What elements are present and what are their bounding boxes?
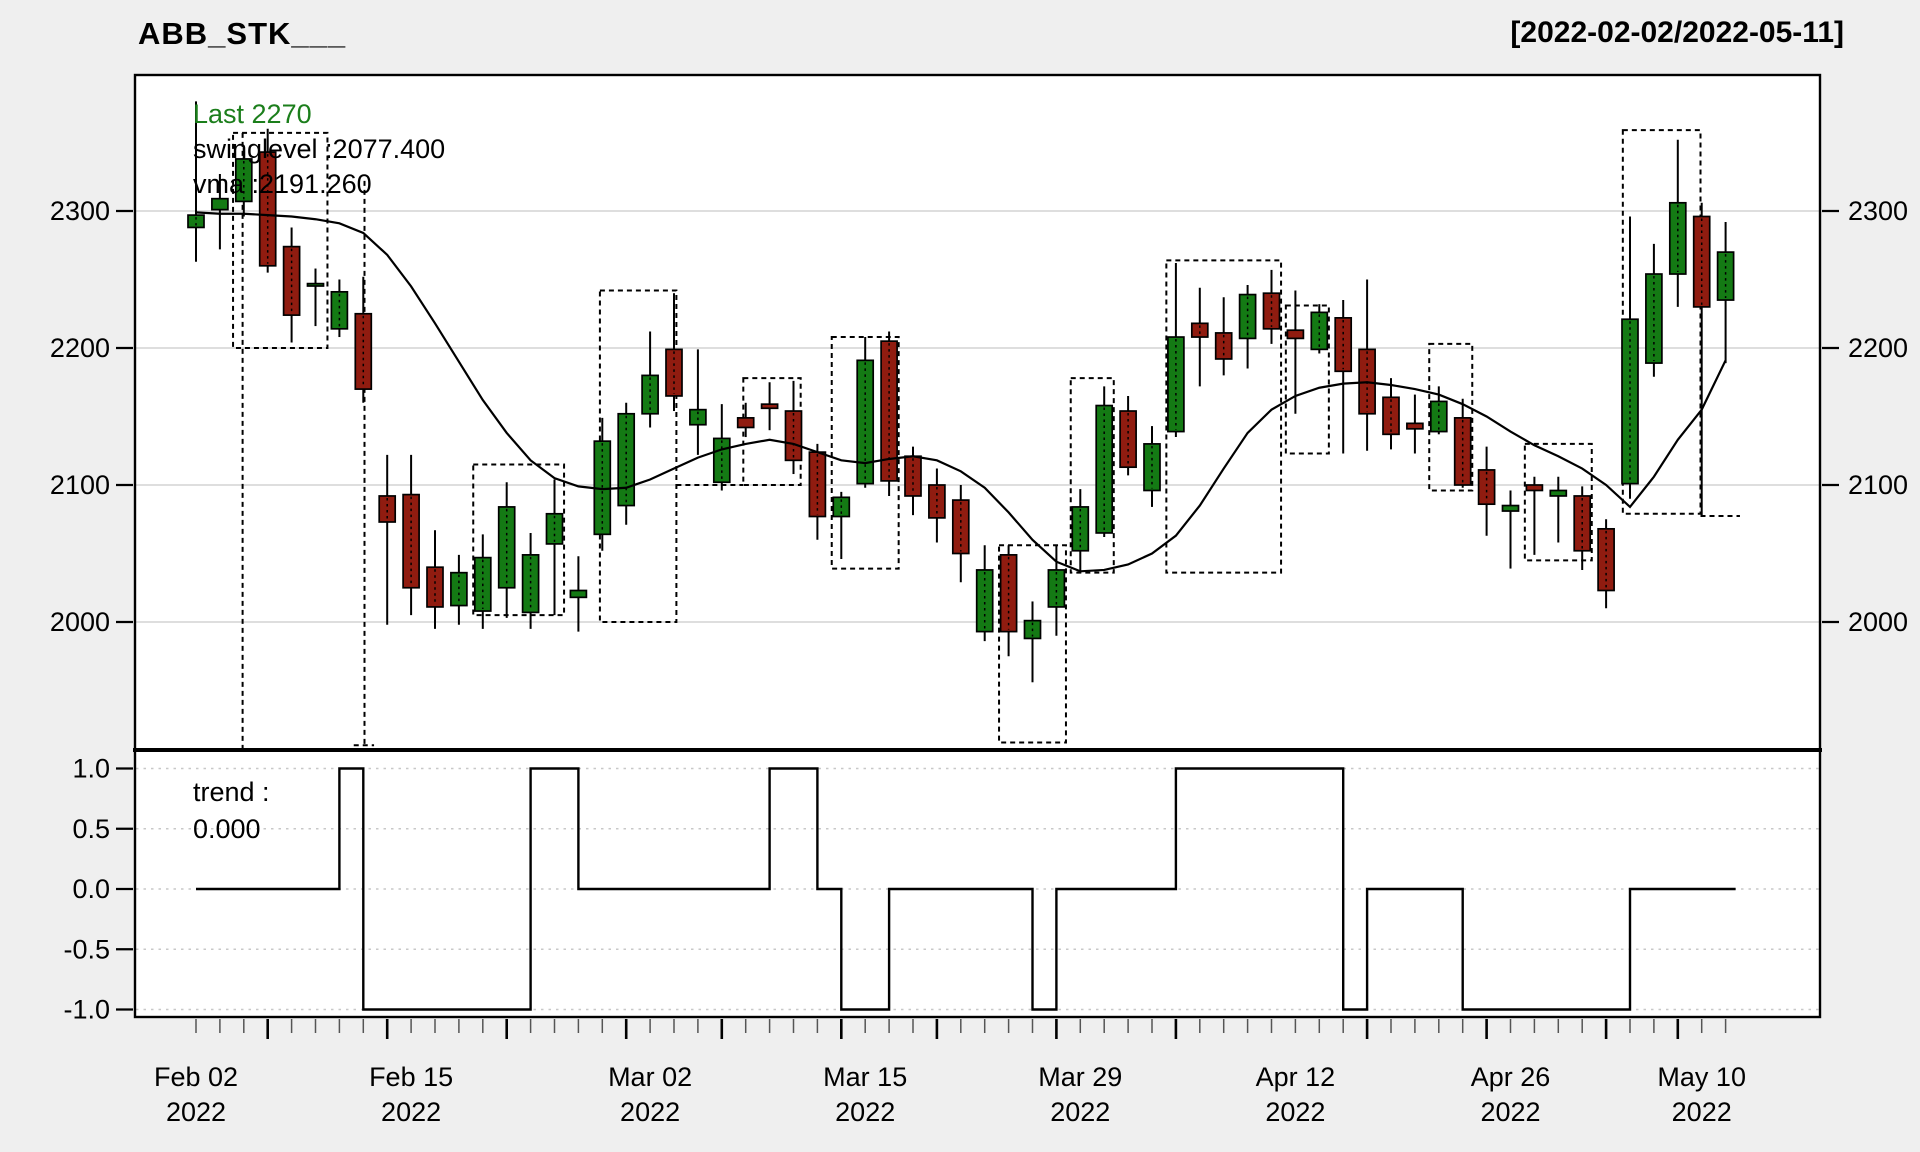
candle-body-down [426, 566, 444, 608]
candle-body-down [760, 403, 779, 410]
candle-body-down [784, 410, 803, 462]
trend-axis-label: -1.0 [63, 995, 110, 1025]
candle-body-down [1262, 292, 1281, 330]
date-axis-label: Feb 02 [154, 1062, 238, 1092]
main-panel-bg [135, 75, 1820, 750]
trend-axis-label: 0.0 [72, 874, 110, 904]
price-axis-label-left: 2000 [50, 607, 110, 637]
swing-level-box [1165, 259, 1283, 574]
vma-line [195, 211, 1727, 573]
candle-body-up [330, 290, 349, 330]
price-axis-label-right: 2100 [1848, 470, 1908, 500]
candle-body-down [1406, 422, 1424, 430]
candle-body-up [975, 569, 994, 633]
swing-level-box [1284, 304, 1330, 455]
swing-level-box [830, 336, 900, 570]
date-axis-label-year: 2022 [1480, 1097, 1540, 1127]
candle-body-down [1477, 469, 1496, 506]
price-axis-label-right: 2300 [1848, 196, 1908, 226]
candle-body-up [306, 282, 325, 287]
candle-body-down [378, 495, 397, 523]
candle-body-down [1190, 322, 1209, 338]
date-axis-label: May 10 [1657, 1062, 1746, 1092]
trend-axis-label: 1.0 [72, 754, 110, 784]
swing-level-box [1428, 342, 1474, 492]
price-axis-label-right: 2200 [1848, 333, 1908, 363]
chart-title: ABB_STK___ [138, 16, 347, 51]
candle-body-up [641, 374, 659, 415]
date-axis-label-year: 2022 [620, 1097, 680, 1127]
date-axis-label-year: 2022 [166, 1097, 226, 1127]
date-axis-label: Apr 12 [1256, 1062, 1336, 1092]
candle-body-down [665, 348, 683, 397]
swing-level-box [998, 544, 1067, 744]
swing-level-box [1069, 377, 1115, 574]
swing-level-box [1523, 442, 1593, 562]
candle-body-down [1214, 332, 1233, 360]
date-axis-label: Feb 15 [369, 1062, 453, 1092]
swing-level-box [232, 131, 329, 349]
candle-body-down [1286, 329, 1305, 340]
price-axis-label-right: 2000 [1848, 607, 1908, 637]
candle-body-down [354, 312, 373, 390]
legend-trend-value: 0.000 [193, 814, 261, 844]
candle-body-down [1597, 527, 1615, 592]
price-axis-label-left: 2100 [50, 470, 110, 500]
candle-body-up [1310, 311, 1329, 351]
trend-axis-label: -0.5 [63, 934, 110, 964]
legend-last-price: Last 2270 [193, 99, 312, 129]
date-axis-label-year: 2022 [1265, 1097, 1325, 1127]
price-axis-label-left: 2300 [50, 196, 110, 226]
candle-body-up [689, 408, 707, 426]
price-axis-label-left: 2200 [50, 333, 110, 363]
chart-date-range: [2022-02-02/2022-05-11] [1510, 16, 1844, 49]
candle-body-up [521, 554, 540, 614]
date-axis-label-year: 2022 [381, 1097, 441, 1127]
date-axis-label: Apr 26 [1471, 1062, 1551, 1092]
date-axis-label-year: 2022 [1050, 1097, 1110, 1127]
candle-body-up [1167, 336, 1185, 433]
trend-axis-label: 0.5 [72, 814, 110, 844]
trend-panel-bg [135, 750, 1820, 1017]
date-axis-label-year: 2022 [1672, 1097, 1732, 1127]
candle-body-up [1047, 569, 1066, 608]
candle-body-up [1716, 251, 1735, 301]
legend-trend-label: trend : [193, 777, 270, 807]
trend-step-line [196, 767, 1736, 1011]
candle-body-up [1668, 201, 1687, 275]
candle-body-up [569, 589, 588, 599]
date-axis-label: Mar 02 [608, 1062, 692, 1092]
date-axis-label: Mar 29 [1038, 1062, 1122, 1092]
candle-body-up [856, 359, 875, 485]
swing-level-box [472, 463, 566, 617]
legend-swinglevel: swinglevel :2077.400 [193, 134, 446, 164]
candle-body-down [1525, 484, 1544, 492]
date-axis-label: Mar 15 [823, 1062, 907, 1092]
date-axis-label-year: 2022 [835, 1097, 895, 1127]
candle-body-up [187, 214, 205, 229]
candle-body-up [1549, 489, 1568, 497]
candle-body-down [1382, 396, 1400, 436]
candle-body-up [211, 197, 229, 211]
candle-body-down [402, 493, 420, 589]
candle-body-up [1501, 504, 1520, 512]
candle-body-down [736, 417, 755, 429]
candle-body-up [1143, 443, 1161, 492]
legend-vma: vma :2191.260 [193, 169, 372, 199]
